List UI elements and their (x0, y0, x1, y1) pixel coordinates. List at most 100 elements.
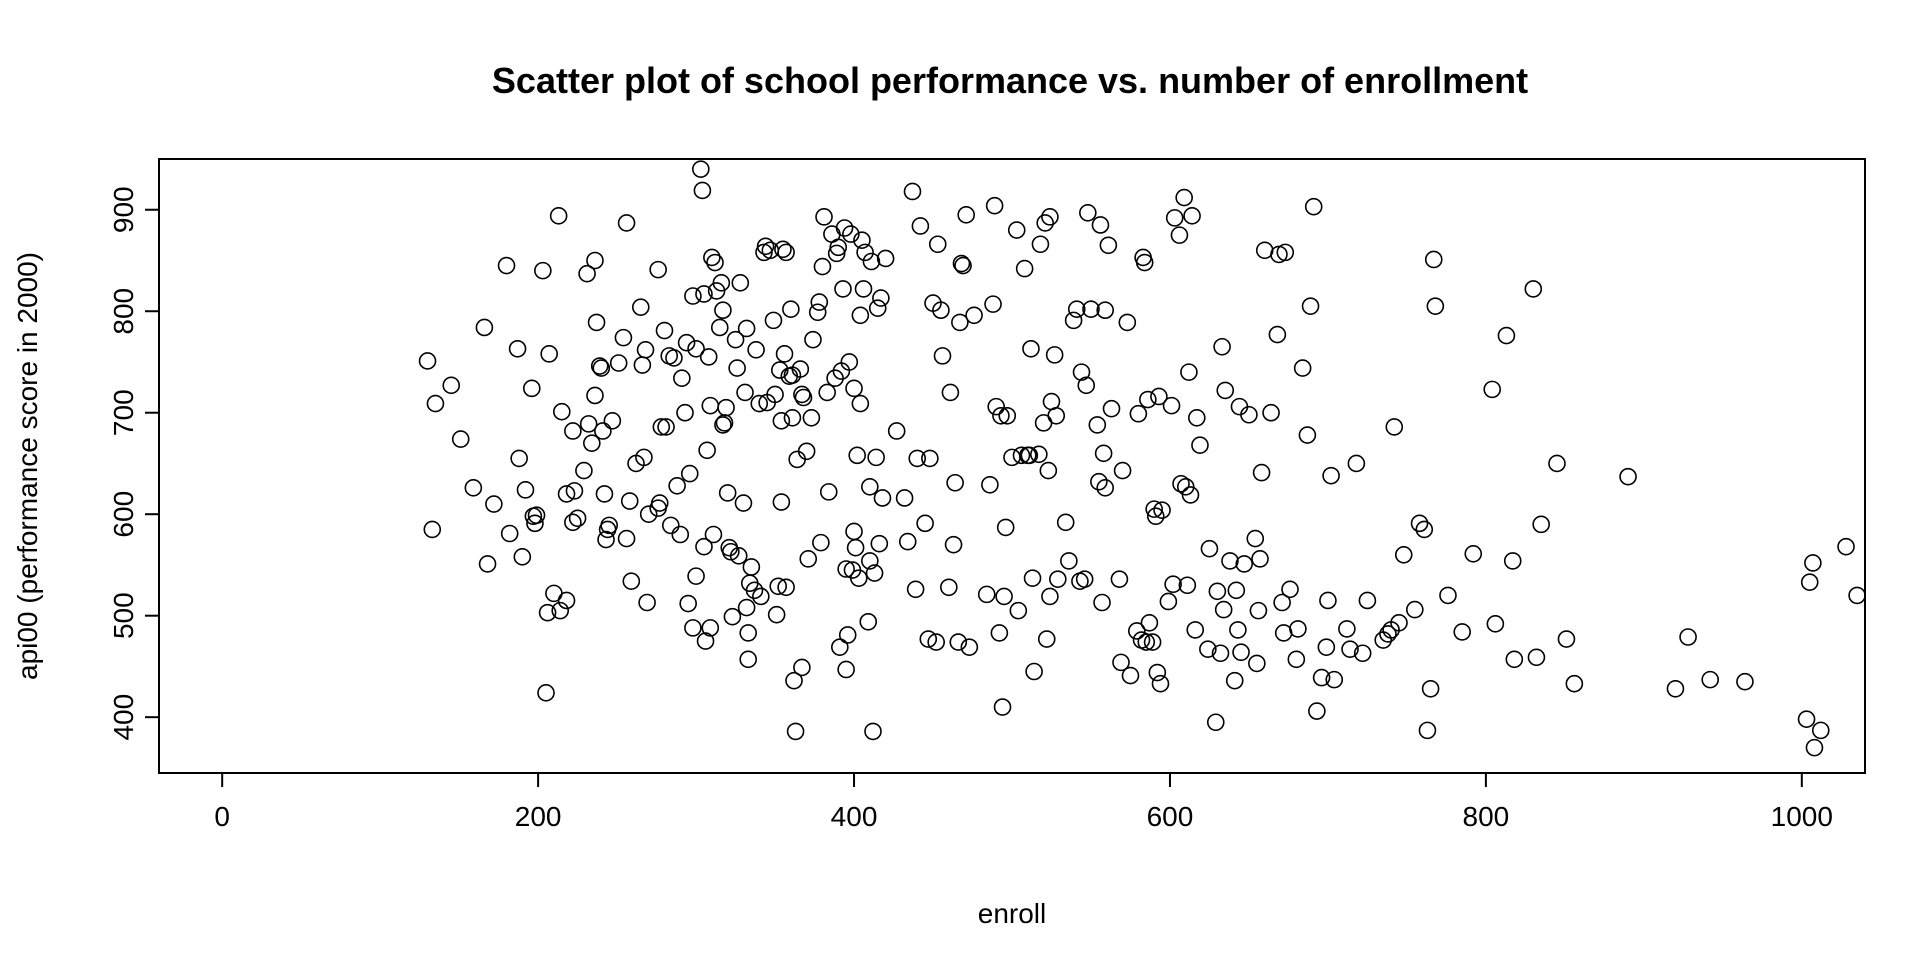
data-point (813, 257, 832, 276)
data-point (786, 722, 805, 741)
data-point (418, 352, 437, 370)
data-point (856, 243, 874, 262)
data-point (788, 450, 806, 469)
data-point (1240, 405, 1258, 424)
data-point (712, 274, 731, 292)
data-point (1211, 644, 1230, 663)
data-point (1811, 721, 1830, 740)
data-point (665, 349, 683, 367)
data-point (984, 295, 1002, 313)
data-point (706, 253, 724, 272)
data-point (944, 535, 963, 554)
scatter-points (418, 160, 1866, 757)
data-point (1527, 648, 1546, 667)
data-point (1041, 208, 1059, 226)
data-point (586, 386, 604, 405)
data-point (579, 415, 598, 433)
data-point (1164, 575, 1182, 594)
data-point (1045, 346, 1064, 364)
data-point (534, 261, 552, 280)
data-point (810, 293, 829, 311)
data-point (1341, 640, 1359, 658)
data-point (954, 256, 972, 275)
data-point (1183, 207, 1201, 225)
data-point (1289, 620, 1307, 638)
data-point (636, 340, 655, 359)
data-point (995, 587, 1013, 606)
data-point (1800, 573, 1819, 592)
data-point (940, 578, 958, 597)
data-point (799, 550, 818, 568)
data-point (772, 493, 791, 511)
data-point (723, 607, 742, 626)
data-point (1232, 643, 1250, 662)
data-point (1216, 381, 1235, 400)
data-point (774, 240, 792, 259)
data-point (767, 605, 786, 624)
data-point (895, 489, 914, 507)
data-point (1532, 515, 1550, 534)
data-point (590, 357, 609, 375)
data-point (996, 518, 1015, 537)
x-tick-label: 800 (1463, 801, 1510, 832)
data-point (592, 359, 611, 377)
data-point (1135, 253, 1154, 272)
data-point (722, 542, 740, 561)
data-point (1102, 399, 1121, 418)
data-point (1308, 702, 1326, 720)
data-point (565, 482, 584, 500)
data-point (442, 376, 461, 395)
data-point (564, 422, 582, 440)
data-point (739, 650, 758, 669)
data-point (1094, 444, 1113, 463)
data-point (638, 593, 656, 612)
data-point (1301, 297, 1320, 315)
data-point (819, 483, 838, 501)
data-point (557, 591, 576, 610)
data-point (793, 658, 811, 677)
data-point (1415, 520, 1434, 539)
data-point (1505, 650, 1524, 669)
data-point (736, 383, 754, 402)
data-point (1012, 446, 1031, 465)
data-point (684, 619, 702, 637)
data-point (526, 514, 544, 533)
data-point (703, 248, 721, 267)
data-point (777, 243, 795, 262)
data-point (692, 160, 710, 178)
y-tick-label: 800 (108, 288, 139, 335)
data-point (737, 598, 756, 617)
data-point (1178, 576, 1197, 595)
data-point (1143, 633, 1162, 651)
data-point (1347, 454, 1366, 473)
data-point (859, 612, 878, 631)
data-point (710, 318, 729, 337)
data-point (977, 585, 996, 604)
data-point (919, 630, 938, 648)
data-point (1229, 621, 1247, 639)
data-point (921, 449, 939, 468)
data-point (1281, 580, 1299, 599)
data-point (1230, 397, 1249, 416)
data-point (1188, 408, 1206, 427)
data-point (729, 547, 748, 565)
data-point (1079, 203, 1097, 222)
data-point (745, 581, 764, 600)
data-point (714, 416, 732, 434)
data-point (785, 671, 803, 690)
data-point (898, 532, 917, 551)
data-point (1145, 500, 1163, 518)
data-point (620, 492, 639, 510)
data-point (1503, 552, 1522, 570)
data-point (1199, 640, 1217, 658)
data-point (1338, 620, 1356, 638)
data-point (862, 252, 881, 271)
data-point (587, 313, 606, 332)
data-point (1022, 339, 1040, 358)
y-tick-label: 500 (108, 592, 139, 639)
data-point (1235, 555, 1254, 573)
data-point (1848, 586, 1866, 605)
data-point (671, 525, 690, 544)
data-point (1353, 644, 1372, 663)
data-point (1322, 466, 1340, 485)
